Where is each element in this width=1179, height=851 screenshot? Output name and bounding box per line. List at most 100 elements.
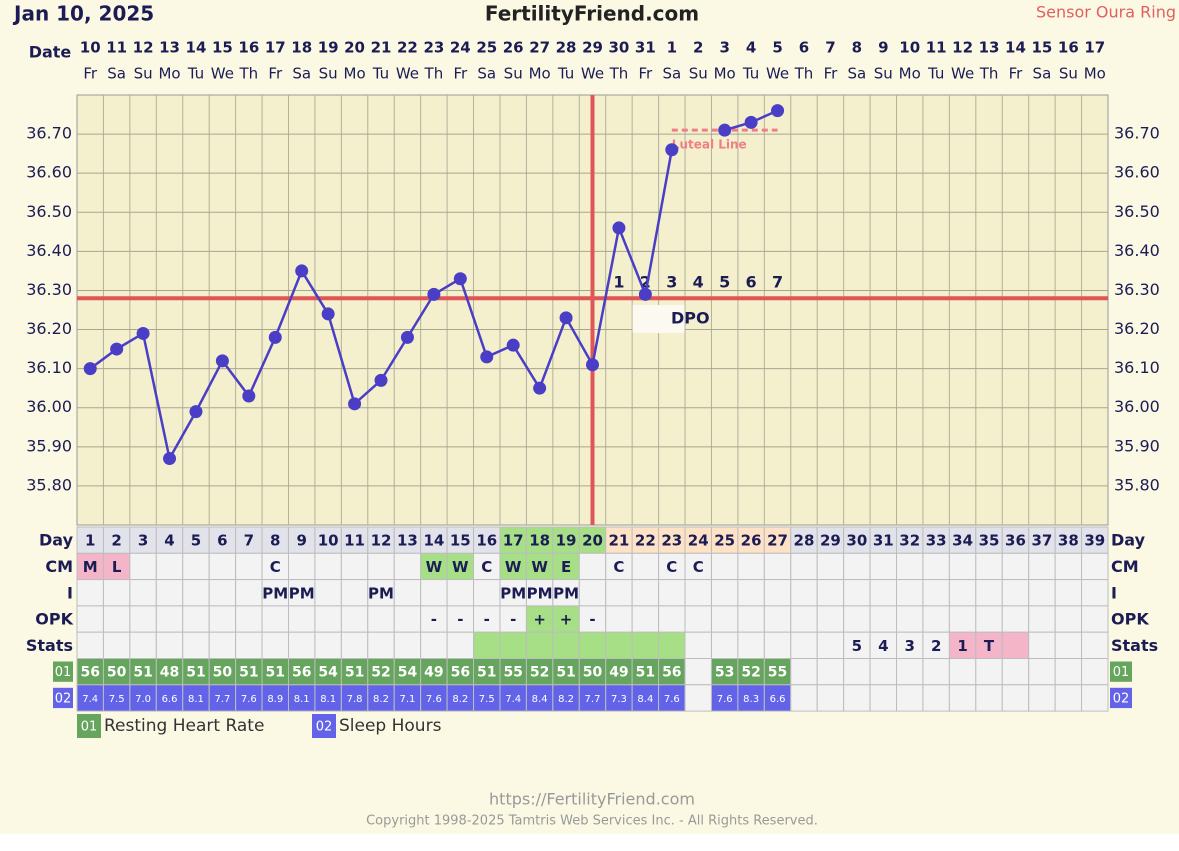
table-cell — [843, 552, 871, 581]
weekday-label: Su — [504, 65, 523, 83]
table-cell — [155, 579, 184, 607]
table-cell — [499, 579, 527, 607]
temperature-point — [427, 287, 441, 301]
y-tick-label-right: 36.60 — [1114, 163, 1160, 182]
cell-text: 15 — [450, 532, 471, 550]
temperature-point — [533, 381, 547, 395]
table-cell — [605, 684, 633, 712]
x-tick-label: 6 — [799, 39, 809, 57]
dpo-box — [632, 305, 685, 333]
table-cell — [129, 526, 157, 554]
table-cell — [975, 658, 1003, 686]
dpo-number: 7 — [772, 273, 783, 292]
cell-text: 8 — [270, 532, 280, 550]
cell-text: 49 — [424, 665, 443, 681]
x-tick-label: 25 — [476, 39, 497, 57]
table-cell — [155, 684, 184, 712]
weekday-label: Su — [1059, 65, 1078, 83]
temperature-point — [83, 362, 97, 376]
cell-text: 6.6 — [770, 694, 786, 705]
cell-text: 7.5 — [109, 694, 125, 705]
row-badge — [53, 687, 73, 709]
table-cell — [1081, 526, 1109, 554]
table-cell — [208, 631, 237, 660]
y-tick-label: 36.50 — [26, 202, 72, 221]
cell-text: C — [666, 558, 677, 576]
temperature-point — [718, 123, 732, 137]
cell-text: 3 — [905, 637, 915, 655]
cell-text: C — [613, 558, 624, 576]
table-cell — [922, 605, 950, 633]
row-label-right: CM — [1111, 557, 1139, 576]
temperature-point — [348, 397, 362, 411]
table-cell — [1081, 684, 1109, 712]
x-tick-label: 11 — [106, 39, 127, 57]
cell-text: 52 — [741, 665, 760, 681]
x-tick-label: 14 — [186, 39, 207, 57]
row-label: CM — [45, 557, 73, 576]
table-cell — [948, 526, 977, 554]
cell-text: PM — [262, 584, 288, 602]
cell-text: 8.3 — [743, 694, 759, 705]
dpo-number: 6 — [746, 273, 757, 292]
cell-text: 51 — [186, 665, 205, 681]
cell-text: 52 — [371, 665, 390, 681]
table-cell — [710, 631, 739, 660]
table-cell — [948, 684, 977, 712]
table-cell — [710, 658, 739, 686]
table-cell — [1001, 579, 1030, 607]
row-label: I — [67, 583, 73, 602]
table-cell — [155, 631, 184, 660]
table-cell — [948, 605, 977, 633]
table-cell — [420, 631, 448, 660]
cell-text: 53 — [715, 665, 734, 681]
table-cell — [1001, 684, 1030, 712]
table-cell — [446, 552, 475, 581]
cell-text: 8.1 — [320, 694, 336, 705]
table-cell — [287, 605, 316, 633]
cell-text: 35 — [979, 532, 1000, 550]
table-cell — [710, 526, 739, 554]
cell-text: PM — [289, 584, 315, 602]
table-cell — [658, 526, 686, 554]
legend-badge: 02 — [316, 720, 333, 735]
table-cell — [684, 605, 712, 633]
table-cell — [446, 605, 475, 633]
table-cell — [473, 658, 501, 686]
table-cell — [1001, 526, 1030, 554]
legend-badge: 01 — [81, 720, 98, 735]
weekday-label: Mo — [1084, 65, 1106, 83]
weekday-label: Mo — [714, 65, 736, 83]
table-cell — [896, 605, 924, 633]
x-tick-label: 16 — [238, 39, 259, 57]
table-cell — [1054, 684, 1083, 712]
table-cell — [499, 631, 527, 660]
luteal-label: Luteal Line — [672, 138, 747, 152]
weekday-label: Th — [609, 65, 629, 83]
cell-text: M — [83, 558, 98, 576]
table-cell — [287, 631, 316, 660]
table-cell — [182, 526, 210, 554]
cell-text: 7 — [244, 532, 254, 550]
cell-text: 27 — [767, 532, 788, 550]
cell-text: 29 — [820, 532, 841, 550]
table-cell — [869, 684, 898, 712]
table-cell — [869, 605, 898, 633]
table-cell — [129, 605, 157, 633]
temperature-point — [400, 330, 414, 344]
cell-text: 7.7 — [585, 694, 601, 705]
weekday-label: We — [581, 65, 604, 83]
table-cell — [393, 631, 422, 660]
table-cell — [76, 579, 104, 607]
cell-text: 56 — [80, 665, 99, 681]
cell-text: 25 — [714, 532, 735, 550]
legend-swatch — [77, 714, 101, 738]
weekday-label: Th — [794, 65, 814, 83]
table-cell — [922, 552, 950, 581]
x-tick-label: 1 — [667, 39, 677, 57]
row-label-right: I — [1111, 583, 1117, 602]
weekday-label: Fr — [824, 65, 839, 83]
table-cell — [182, 658, 210, 686]
table-cell — [102, 631, 131, 660]
table-cell — [896, 579, 924, 607]
